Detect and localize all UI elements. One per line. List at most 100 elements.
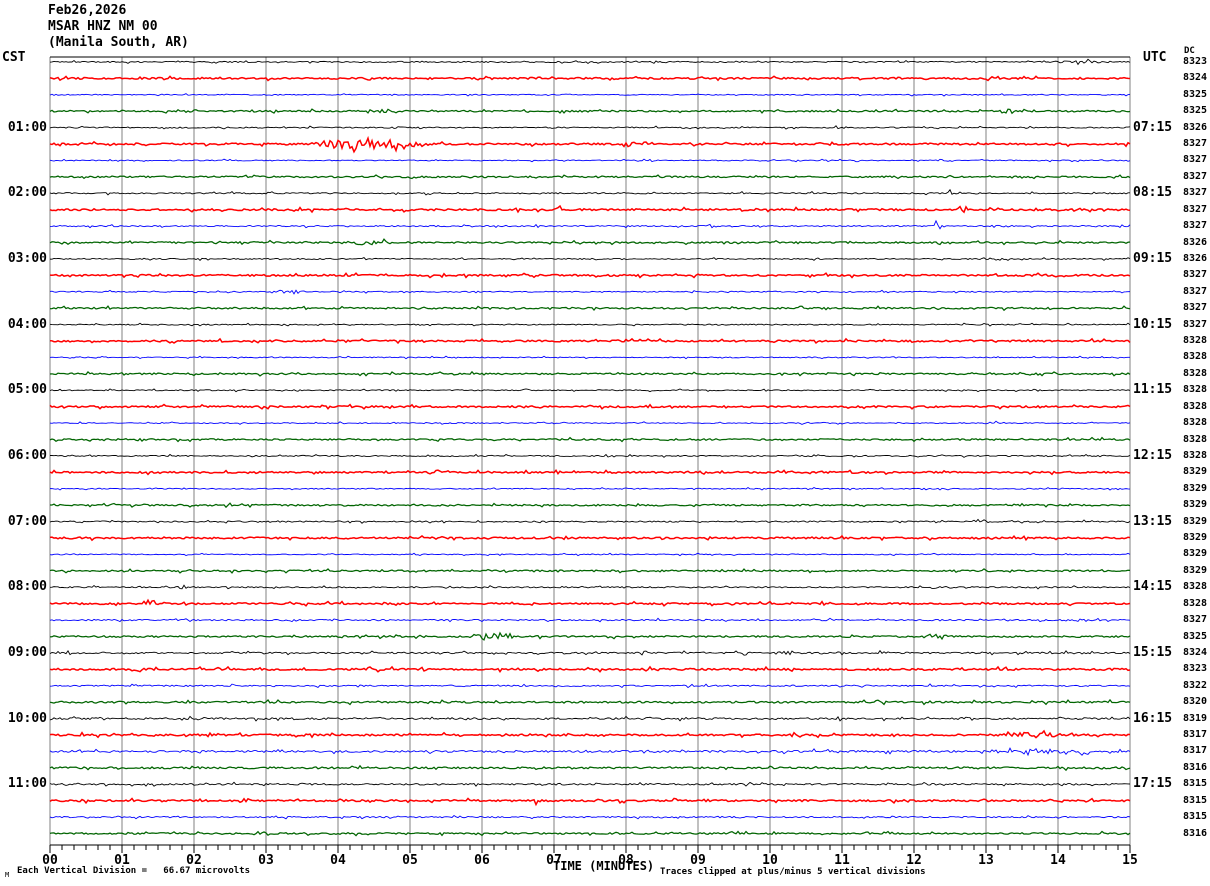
dc-offset-value: 8329 bbox=[1183, 466, 1208, 478]
trace-row-19 bbox=[49, 355, 1131, 360]
trace-row-30 bbox=[49, 534, 1131, 542]
trace-row-22 bbox=[49, 403, 1131, 410]
dc-offset-value: 8327 bbox=[1183, 187, 1208, 199]
trace-row-3 bbox=[49, 93, 1131, 97]
x-tick-label: 09 bbox=[690, 853, 706, 868]
dc-offset-value: 8328 bbox=[1183, 433, 1208, 445]
dc-offset-value: 8328 bbox=[1183, 384, 1208, 396]
dc-offset-value: 8316 bbox=[1183, 827, 1208, 839]
trace-row-45 bbox=[49, 781, 1131, 787]
trace-row-18 bbox=[49, 337, 1131, 345]
trace-row-39 bbox=[49, 683, 1131, 689]
trace-row-10 bbox=[49, 204, 1131, 214]
trace-row-36 bbox=[49, 631, 1131, 641]
trace-row-44 bbox=[49, 764, 1131, 772]
x-tick-label: 14 bbox=[1050, 853, 1066, 868]
left-time-label: 01:00 bbox=[7, 119, 47, 135]
dc-offset-value: 8328 bbox=[1183, 597, 1208, 609]
right-timezone-label: UTC bbox=[1143, 50, 1167, 65]
trace-row-47 bbox=[49, 814, 1131, 820]
trace-row-40 bbox=[49, 698, 1131, 706]
header-location: (Manila South, AR) bbox=[48, 35, 189, 50]
left-time-label: 04:00 bbox=[7, 316, 47, 332]
trace-row-2 bbox=[49, 75, 1131, 82]
dc-offset-value: 8317 bbox=[1183, 745, 1208, 757]
right-time-label: 08:15 bbox=[1133, 185, 1173, 201]
dc-offset-value: 8315 bbox=[1183, 811, 1208, 823]
dc-offset-value: 8329 bbox=[1183, 564, 1208, 576]
left-time-label: 03:00 bbox=[7, 250, 47, 266]
x-tick-label: 13 bbox=[978, 853, 994, 868]
dc-offset-value: 8322 bbox=[1183, 679, 1208, 691]
dc-offset-value: 8328 bbox=[1183, 367, 1208, 379]
trace-row-8 bbox=[49, 174, 1131, 180]
trace-row-34 bbox=[49, 598, 1131, 607]
trace-row-24 bbox=[49, 436, 1131, 443]
dc-offset-value: 8319 bbox=[1183, 712, 1208, 724]
dc-offset-value: 8326 bbox=[1183, 252, 1208, 264]
x-tick-label: 07 bbox=[546, 853, 562, 868]
trace-row-46 bbox=[49, 797, 1131, 807]
dc-offset-value: 8329 bbox=[1183, 532, 1208, 543]
trace-row-31 bbox=[49, 552, 1131, 557]
right-time-label: 17:15 bbox=[1133, 776, 1173, 792]
dc-offset-value: 8323 bbox=[1183, 55, 1208, 67]
left-timezone-label: CST bbox=[2, 50, 26, 65]
left-time-label: 10:00 bbox=[7, 710, 47, 726]
trace-row-26 bbox=[49, 468, 1131, 476]
dc-offset-value: 8329 bbox=[1183, 548, 1208, 560]
right-time-label: 16:15 bbox=[1133, 710, 1173, 726]
right-time-label: 14:15 bbox=[1133, 579, 1173, 595]
dc-offset-value: 8328 bbox=[1183, 581, 1208, 593]
right-time-label: 12:15 bbox=[1133, 447, 1173, 463]
right-time-label: 07:15 bbox=[1133, 119, 1173, 135]
left-time-label: 09:00 bbox=[7, 644, 47, 660]
dc-offset-value: 8317 bbox=[1183, 729, 1208, 740]
header-station: MSAR HNZ NM 00 bbox=[48, 19, 158, 34]
x-tick-label: 06 bbox=[474, 853, 490, 868]
left-time-label: 06:00 bbox=[7, 447, 47, 463]
right-time-label: 11:15 bbox=[1133, 382, 1173, 398]
trace-row-42 bbox=[49, 729, 1131, 739]
x-tick-label: 01 bbox=[114, 853, 130, 868]
trace-row-11 bbox=[49, 219, 1131, 230]
dc-offset-value: 8327 bbox=[1183, 318, 1208, 330]
dc-offset-value: 8328 bbox=[1183, 449, 1208, 461]
dc-offset-value: 8327 bbox=[1183, 154, 1208, 166]
trace-row-29 bbox=[49, 518, 1131, 524]
trace-row-21 bbox=[49, 388, 1131, 393]
trace-row-13 bbox=[49, 256, 1131, 261]
trace-row-41 bbox=[49, 715, 1131, 722]
trace-row-35 bbox=[49, 617, 1131, 623]
right-time-label: 15:15 bbox=[1133, 644, 1173, 660]
dc-offset-value: 8327 bbox=[1183, 302, 1208, 314]
trace-row-14 bbox=[49, 272, 1131, 279]
dc-offset-value: 8328 bbox=[1183, 417, 1208, 429]
right-time-label: 10:15 bbox=[1133, 316, 1173, 332]
dc-offset-value: 8326 bbox=[1183, 121, 1208, 133]
trace-row-28 bbox=[49, 502, 1131, 509]
dc-offset-value: 8328 bbox=[1183, 351, 1208, 363]
trace-row-27 bbox=[49, 486, 1131, 491]
dc-offset-value: 8329 bbox=[1183, 482, 1208, 494]
dc-offset-value: 8323 bbox=[1183, 663, 1208, 675]
trace-row-43 bbox=[49, 747, 1131, 757]
dc-offset-value: 8315 bbox=[1183, 778, 1208, 790]
trace-row-12 bbox=[49, 238, 1131, 246]
dc-offset-value: 8327 bbox=[1183, 170, 1208, 182]
trace-row-23 bbox=[49, 420, 1131, 425]
trace-row-38 bbox=[49, 665, 1131, 674]
trace-row-17 bbox=[49, 322, 1131, 327]
dc-offset-value: 8328 bbox=[1183, 400, 1208, 412]
dc-offset-value: 8327 bbox=[1183, 285, 1208, 297]
trace-row-7 bbox=[49, 158, 1131, 163]
dc-offset-value: 8315 bbox=[1183, 794, 1208, 806]
watermark: M bbox=[5, 871, 10, 879]
dc-offset-value: 8327 bbox=[1183, 203, 1208, 215]
left-time-label: 05:00 bbox=[7, 382, 47, 398]
footer-scale-note: Each Vertical Division = 66.67 microvolt… bbox=[17, 866, 250, 876]
right-time-label: 13:15 bbox=[1133, 513, 1173, 529]
dc-offset-value: 8329 bbox=[1183, 499, 1208, 511]
trace-row-5 bbox=[49, 125, 1131, 130]
